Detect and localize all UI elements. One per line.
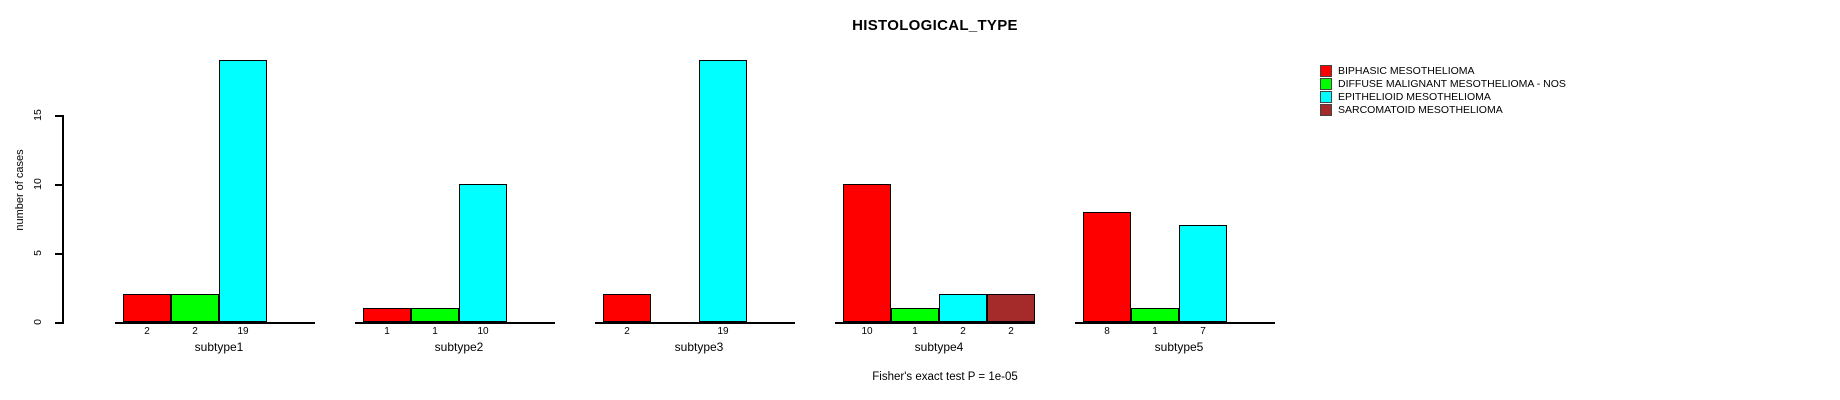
group-baseline bbox=[115, 322, 315, 324]
y-tick-label: 10 bbox=[32, 178, 44, 190]
legend-label: SARCOMATOID MESOTHELIOMA bbox=[1338, 103, 1503, 116]
y-tick-label: 0 bbox=[32, 319, 44, 325]
bar-value-label: 2 bbox=[1008, 326, 1014, 337]
bar-value-label: 1 bbox=[432, 326, 438, 337]
y-tick bbox=[55, 184, 62, 186]
legend-swatch bbox=[1320, 103, 1332, 116]
bar bbox=[1083, 211, 1131, 322]
legend-swatch bbox=[1320, 64, 1332, 77]
bar-value-label: 1 bbox=[912, 326, 918, 337]
bar bbox=[219, 59, 267, 322]
legend-item: SARCOMATOID MESOTHELIOMA bbox=[1320, 103, 1566, 116]
bar-value-label: 2 bbox=[624, 326, 630, 337]
legend-item: BIPHASIC MESOTHELIOMA bbox=[1320, 64, 1566, 77]
bar bbox=[411, 308, 459, 322]
bar bbox=[459, 184, 507, 322]
bar bbox=[123, 294, 171, 322]
bar bbox=[603, 294, 651, 322]
category-label: subtype3 bbox=[674, 340, 724, 354]
bar-value-label: 1 bbox=[1152, 326, 1158, 337]
bar-value-label: 8 bbox=[1104, 326, 1110, 337]
legend-swatch bbox=[1320, 90, 1332, 103]
bar bbox=[699, 59, 747, 322]
category-label: subtype2 bbox=[434, 340, 484, 354]
legend-label: BIPHASIC MESOTHELIOMA bbox=[1338, 64, 1475, 77]
bar-value-label: 10 bbox=[861, 326, 873, 337]
y-tick-label: 5 bbox=[32, 250, 44, 256]
legend-item: EPITHELIOID MESOTHELIOMA bbox=[1320, 90, 1566, 103]
bar-value-label: 2 bbox=[960, 326, 966, 337]
bar bbox=[1131, 308, 1179, 322]
category-label: subtype4 bbox=[914, 340, 964, 354]
legend-item: DIFFUSE MALIGNANT MESOTHELIOMA - NOS bbox=[1320, 77, 1566, 90]
bar bbox=[171, 294, 219, 322]
footnote: Fisher's exact test P = 1e-05 bbox=[872, 371, 1018, 383]
bar bbox=[987, 294, 1035, 322]
legend-label: EPITHELIOID MESOTHELIOMA bbox=[1338, 90, 1491, 103]
chart-title: HISTOLOGICAL_TYPE bbox=[852, 17, 1018, 34]
legend: BIPHASIC MESOTHELIOMA DIFFUSE MALIGNANT M… bbox=[1320, 64, 1566, 116]
y-tick-label: 15 bbox=[32, 109, 44, 121]
bar-value-label: 19 bbox=[717, 326, 729, 337]
bar-value-label: 7 bbox=[1200, 326, 1206, 337]
group-baseline bbox=[835, 322, 1035, 324]
y-axis-line bbox=[62, 115, 64, 324]
y-tick bbox=[55, 322, 62, 324]
bar bbox=[939, 294, 987, 322]
bar bbox=[891, 308, 939, 322]
y-tick bbox=[55, 115, 62, 117]
bar-value-label: 2 bbox=[192, 326, 198, 337]
category-label: subtype1 bbox=[194, 340, 244, 354]
group-baseline bbox=[355, 322, 555, 324]
category-label: subtype5 bbox=[1154, 340, 1204, 354]
group-baseline bbox=[1075, 322, 1275, 324]
y-tick bbox=[55, 253, 62, 255]
bar-value-label: 19 bbox=[237, 326, 249, 337]
y-axis-label: number of cases bbox=[14, 149, 26, 231]
legend-label: DIFFUSE MALIGNANT MESOTHELIOMA - NOS bbox=[1338, 77, 1566, 90]
group-baseline bbox=[595, 322, 795, 324]
bar bbox=[1179, 225, 1227, 322]
bar-value-label: 10 bbox=[477, 326, 489, 337]
bar-value-label: 2 bbox=[144, 326, 150, 337]
legend-swatch bbox=[1320, 77, 1332, 90]
bar bbox=[843, 184, 891, 322]
bar-value-label: 1 bbox=[384, 326, 390, 337]
bar bbox=[363, 308, 411, 322]
